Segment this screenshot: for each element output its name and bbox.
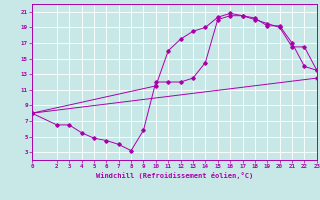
X-axis label: Windchill (Refroidissement éolien,°C): Windchill (Refroidissement éolien,°C) bbox=[96, 172, 253, 179]
